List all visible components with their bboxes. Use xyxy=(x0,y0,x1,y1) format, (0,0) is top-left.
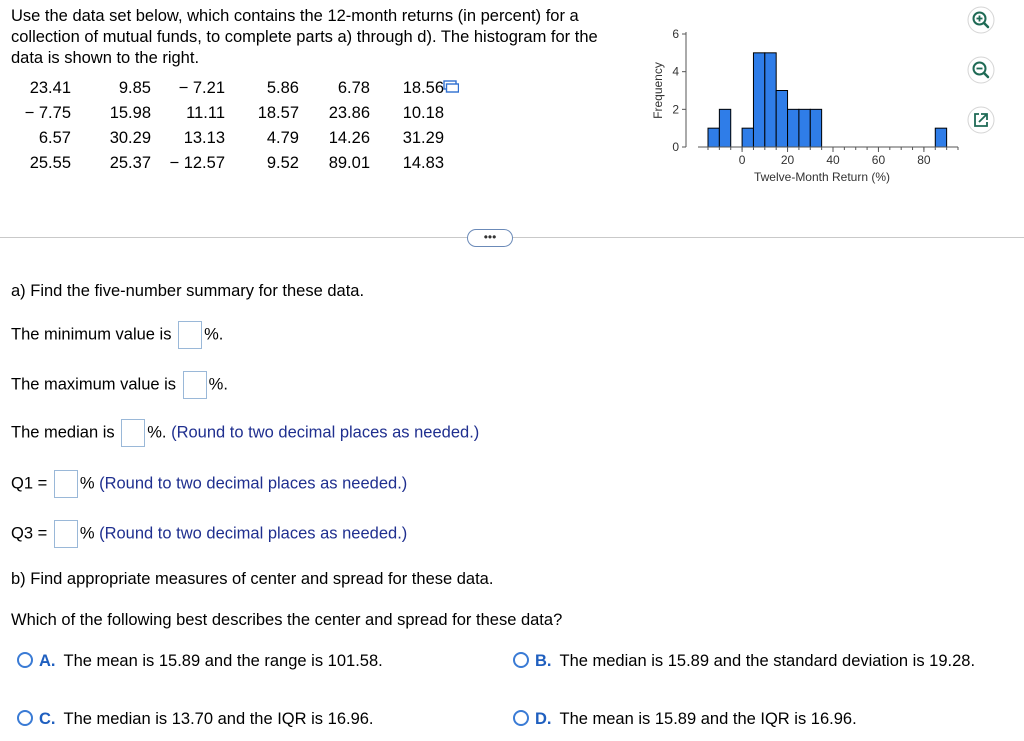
max-row: The maximum value is %. xyxy=(11,371,228,399)
data-cell: 11.11 xyxy=(186,104,225,122)
data-cell: 18.57 xyxy=(257,104,299,122)
histogram-bar xyxy=(718,108,732,148)
radio-button[interactable] xyxy=(17,710,33,726)
option-b[interactable]: B. The median is 15.89 and the standard d… xyxy=(513,650,1024,672)
y-tick-label: 6 xyxy=(672,27,679,41)
data-cell: 6.57 xyxy=(38,129,71,147)
data-cell: 10.18 xyxy=(402,104,444,122)
max-input[interactable] xyxy=(182,371,207,399)
data-cell: 9.52 xyxy=(266,154,299,172)
table-row: − 7.75 15.98 11.11 18.57 23.86 10.18 xyxy=(8,101,444,126)
histogram-bar xyxy=(798,108,811,148)
data-cell: 25.55 xyxy=(29,154,71,172)
part-b-prompt: Which of the following best describes th… xyxy=(11,611,563,629)
option-text: The mean is 15.89 and the range is 101.5… xyxy=(63,652,383,670)
round-hint: (Round to two decimal places as needed.) xyxy=(99,474,408,493)
min-input[interactable] xyxy=(178,321,203,349)
data-cell: 13.13 xyxy=(183,129,225,147)
data-cell: 89.01 xyxy=(328,154,370,172)
data-cell: 30.29 xyxy=(109,129,151,147)
q3-row: Q3 = % (Round to two decimal places as n… xyxy=(11,520,407,548)
table-row: 6.57 30.29 13.13 4.79 14.26 31.29 xyxy=(8,126,444,151)
data-cell: 18.56 xyxy=(402,79,444,97)
x-tick-label: 0 xyxy=(739,153,746,167)
data-cell: − 12.57 xyxy=(169,154,225,172)
data-cell: 9.85 xyxy=(118,79,151,97)
data-cell: 14.83 xyxy=(402,154,444,172)
median-label: The median is xyxy=(11,423,115,442)
option-text: The median is 13.70 and the IQR is 16.96… xyxy=(63,710,374,728)
data-cell: − 7.21 xyxy=(178,79,225,97)
table-row: 25.55 25.37 − 12.57 9.52 89.01 14.83 xyxy=(8,151,444,176)
histogram-bar xyxy=(752,52,766,148)
option-letter: C. xyxy=(39,710,56,728)
median-input[interactable] xyxy=(121,419,146,447)
round-hint: (Round to two decimal places as needed.) xyxy=(171,423,480,442)
pct-unit: %. xyxy=(147,423,167,442)
data-table: 23.41 9.85 − 7.21 5.86 6.78 18.56 − 7.75… xyxy=(8,76,444,176)
q3-label: Q3 = xyxy=(11,524,48,543)
data-cell: 31.29 xyxy=(402,129,444,147)
data-cell: 15.98 xyxy=(109,104,151,122)
data-cell: 4.79 xyxy=(266,129,299,147)
zoom-in-icon[interactable] xyxy=(967,6,995,34)
question-intro: Use the data set below, which contains t… xyxy=(11,7,598,67)
q1-input[interactable] xyxy=(53,470,78,498)
histogram-bar xyxy=(775,90,789,148)
x-tick-label: 60 xyxy=(872,153,886,167)
pct-unit: %. xyxy=(208,375,228,394)
part-b-heading: b) Find appropriate measures of center a… xyxy=(11,570,494,588)
histogram-bar xyxy=(764,52,777,148)
x-axis-label: Twelve-Month Return (%) xyxy=(754,170,890,184)
pct-unit: % xyxy=(79,474,95,493)
data-cell: − 7.75 xyxy=(24,104,71,122)
round-hint: (Round to two decimal places as needed.) xyxy=(99,524,408,543)
median-row: The median is %. (Round to two decimal p… xyxy=(11,419,479,447)
pct-unit: % xyxy=(79,524,95,543)
copy-icon[interactable] xyxy=(443,80,459,94)
more-button[interactable]: ••• xyxy=(467,229,513,247)
option-letter: D. xyxy=(535,710,552,728)
data-cell: 23.41 xyxy=(29,79,71,97)
q1-row: Q1 = % (Round to two decimal places as n… xyxy=(11,470,407,498)
radio-button[interactable] xyxy=(17,652,33,668)
max-label: The maximum value is xyxy=(11,375,177,394)
y-tick-label: 4 xyxy=(672,65,679,79)
data-cell: 14.26 xyxy=(328,129,370,147)
data-cell: 5.86 xyxy=(266,79,299,97)
option-letter: B. xyxy=(535,652,552,670)
min-row: The minimum value is %. xyxy=(11,321,223,349)
q3-input[interactable] xyxy=(53,520,78,548)
data-cell: 6.78 xyxy=(337,79,370,97)
radio-button[interactable] xyxy=(513,710,529,726)
option-c[interactable]: C. The median is 13.70 and the IQR is 16.… xyxy=(17,708,374,730)
histogram-bar xyxy=(809,108,823,148)
option-text: The mean is 15.89 and the IQR is 16.96. xyxy=(559,710,857,728)
histogram-bar xyxy=(787,108,800,148)
y-axis-label: Frequency xyxy=(651,62,665,119)
data-cell: 25.37 xyxy=(109,154,151,172)
histogram-bar xyxy=(741,127,754,148)
option-letter: A. xyxy=(39,652,56,670)
x-tick-label: 80 xyxy=(917,153,931,167)
y-tick-label: 2 xyxy=(672,102,679,116)
histogram-bar xyxy=(707,127,720,148)
option-d[interactable]: D. The mean is 15.89 and the IQR is 16.96… xyxy=(513,708,857,730)
x-tick-label: 40 xyxy=(826,153,840,167)
pct-unit: %. xyxy=(204,325,224,344)
histogram-bar xyxy=(934,127,948,148)
y-tick-label: 0 xyxy=(672,140,679,154)
table-row: 23.41 9.85 − 7.21 5.86 6.78 18.56 xyxy=(8,76,444,101)
popout-icon[interactable] xyxy=(967,106,995,134)
part-a-heading: a) Find the five-number summary for thes… xyxy=(11,282,365,300)
option-text: The median is 15.89 and the standard dev… xyxy=(559,652,976,670)
data-cell: 23.86 xyxy=(328,104,370,122)
q1-label: Q1 = xyxy=(11,474,48,493)
option-a[interactable]: A. The mean is 15.89 and the range is 101… xyxy=(17,650,383,672)
min-label: The minimum value is xyxy=(11,325,172,344)
x-tick-label: 20 xyxy=(781,153,795,167)
zoom-out-icon[interactable] xyxy=(967,56,995,84)
radio-button[interactable] xyxy=(513,652,529,668)
